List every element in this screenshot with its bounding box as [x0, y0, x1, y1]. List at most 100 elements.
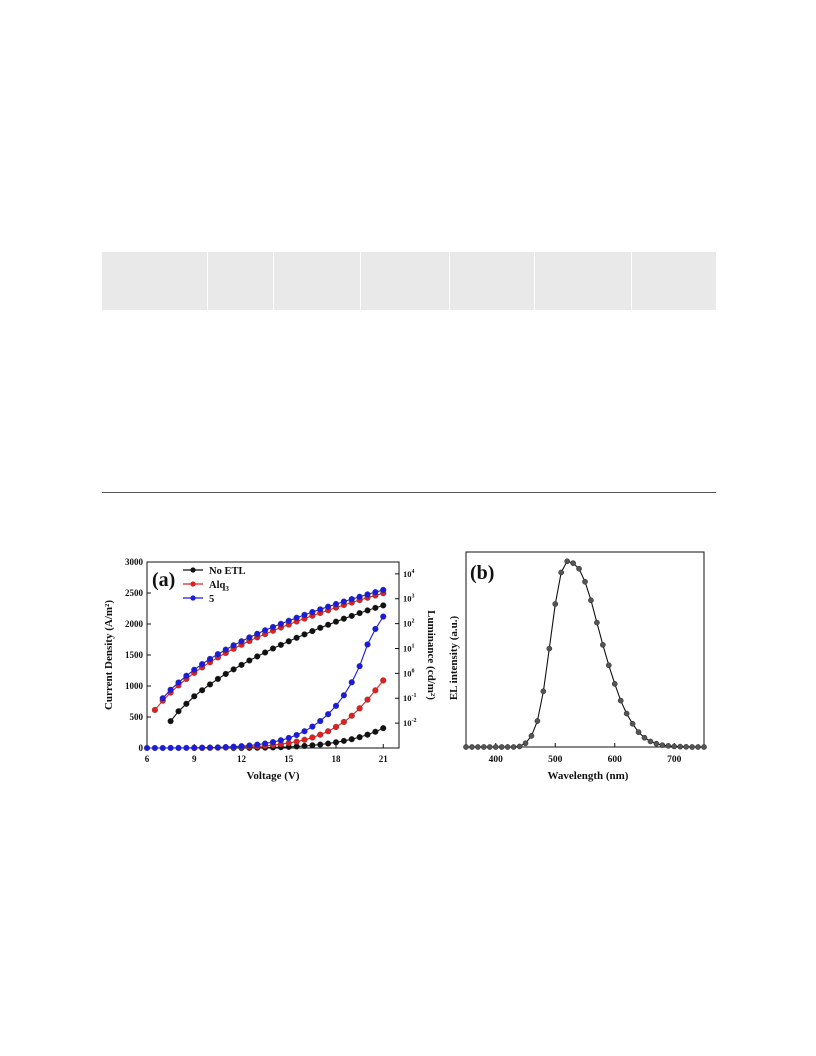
a-data-point: [309, 628, 316, 635]
b-x-tick-label: 600: [608, 755, 623, 765]
a-data-point: [301, 611, 308, 618]
a-data-point: [309, 723, 316, 730]
a-data-point: [159, 744, 166, 752]
a-data-point: [356, 663, 363, 670]
a-data-point: [191, 666, 198, 673]
a-y2-tick-base: 10: [403, 619, 412, 629]
a-y2-tick-exp: 2: [412, 619, 415, 625]
a-data-point: [364, 591, 371, 598]
b-data-point: [653, 740, 660, 747]
plot-frame-b: [465, 551, 705, 748]
a-data-point: [340, 598, 347, 605]
a-data-point: [332, 702, 340, 709]
legend-label-5: 5: [209, 594, 214, 605]
b-data-point: [671, 743, 678, 750]
b-data-point: [552, 601, 559, 607]
a-y-tick-label: 0: [139, 743, 144, 753]
a-data-point: [348, 596, 355, 603]
a-y2-tick-base: 10: [403, 718, 412, 728]
a-y2-tick-exp: 0: [412, 668, 415, 674]
b-data-point: [588, 597, 594, 604]
b-data-point: [528, 733, 535, 739]
a-data-point: [285, 617, 292, 624]
a-data-point: [340, 737, 347, 744]
a-data-point: [380, 677, 387, 684]
a-data-point: [230, 642, 237, 649]
a-data-point: [285, 734, 292, 742]
a-y2-tick-label: 10-2: [403, 718, 417, 728]
b-data-point: [683, 744, 689, 750]
a-data-point: [183, 744, 190, 751]
a-data-point: [364, 641, 371, 648]
panel-b-label: (b): [470, 562, 494, 584]
a-y2-tick-base: 10: [403, 693, 412, 703]
a-data-point: [332, 618, 340, 625]
a-data-point: [372, 625, 379, 633]
b-x-tick-label: 500: [548, 755, 563, 765]
b-data-point: [600, 642, 606, 648]
a-data-point: [325, 603, 332, 610]
a-x-tick-label: 21: [379, 754, 389, 764]
a-data-point: [372, 728, 379, 735]
a-data-point: [175, 744, 182, 751]
a-data-point: [199, 661, 206, 668]
a-y-tick-label: 500: [130, 712, 144, 722]
a-data-point: [364, 607, 371, 614]
a-data-point: [340, 692, 347, 699]
a-data-point: [199, 744, 206, 751]
a-data-point: [301, 631, 308, 638]
b-x-axis-title: Wavelength (nm): [548, 770, 629, 782]
a-axis-ticks: 6 9 12 15 18 21050010001500200025003000104103…: [125, 557, 417, 764]
a-data-point: [356, 593, 363, 600]
b-x-tick-label: 400: [489, 755, 504, 765]
table-header-band: [102, 252, 716, 310]
a-y2-tick-base: 10: [403, 594, 412, 604]
a-data-point: [372, 687, 379, 694]
a-data-point: [309, 734, 316, 741]
b-data-point: [594, 619, 600, 626]
a-data-point: [191, 693, 198, 700]
legend-label-alq3-main: Alq: [209, 580, 226, 591]
a-data-point: [356, 610, 363, 617]
b-data-point: [475, 744, 481, 750]
a-data-point: [222, 744, 229, 751]
a-left-axis-title: Current Density (A/m²): [103, 600, 115, 710]
a-data-point: [293, 738, 300, 745]
a-x-axis-title: Voltage (V): [246, 770, 299, 782]
a-x-tick-label: 18: [332, 754, 342, 764]
a-data-point: [309, 608, 316, 616]
a-data-point: [348, 679, 355, 686]
b-data-point: [463, 744, 469, 750]
a-data-point: [301, 742, 308, 750]
a-y2-tick-base: 10: [403, 668, 412, 678]
a-data-point: [340, 718, 347, 726]
a-data-point: [254, 630, 261, 637]
a-y2-tick-base: 10: [403, 569, 412, 579]
a-data-point: [293, 614, 300, 621]
a-data-point: [293, 731, 300, 739]
b-data-point: [635, 729, 642, 735]
b-data-point: [665, 743, 672, 749]
legend-label-alq3: Alq3: [209, 580, 229, 593]
b-data-point: [522, 740, 529, 747]
a-data-point: [214, 675, 221, 682]
a-data-point: [317, 624, 324, 631]
table-header-cell: [450, 252, 535, 310]
legend-label-no-etl: No ETL: [209, 566, 245, 577]
a-y2-tick-label: 100: [403, 668, 415, 678]
a-data-point: [364, 696, 371, 703]
a-y2-tick-base: 10: [403, 643, 412, 653]
a-data-point: [222, 670, 229, 677]
b-data-point: [641, 734, 648, 741]
a-series-line: [170, 604, 384, 722]
a-x-tick-label: 12: [237, 754, 247, 764]
a-data-point: [285, 739, 292, 747]
a-data-point: [317, 606, 324, 613]
a-data-point: [325, 711, 332, 718]
a-data-point: [167, 744, 174, 751]
b-data-point: [606, 662, 612, 669]
a-data-point: [246, 742, 253, 749]
a-data-point: [301, 736, 308, 743]
a-data-point: [380, 725, 387, 732]
